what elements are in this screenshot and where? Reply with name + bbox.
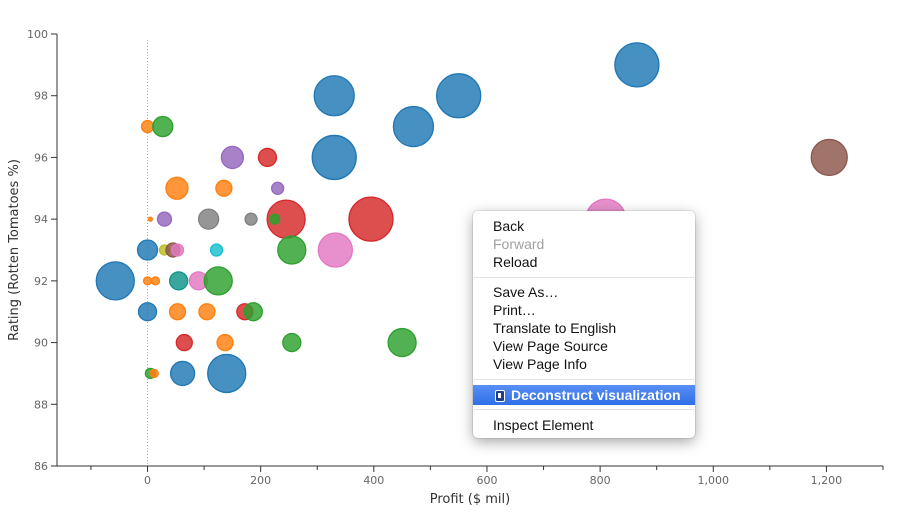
bubble-point[interactable] — [810, 138, 848, 177]
x-tick-label: 0 — [144, 474, 151, 487]
bubble-point[interactable] — [317, 232, 354, 268]
y-tick-label: 98 — [34, 90, 48, 103]
bubble-point[interactable] — [165, 176, 189, 200]
bubble-point[interactable] — [169, 360, 196, 387]
bubble-point[interactable] — [168, 303, 187, 321]
bubble-point[interactable] — [140, 119, 155, 134]
bubble-point[interactable] — [387, 327, 417, 358]
bubble-point[interactable] — [156, 211, 173, 227]
y-tick-label: 100 — [27, 28, 48, 41]
menu-item-back[interactable]: Back — [473, 217, 695, 235]
bubble-point[interactable] — [152, 115, 174, 138]
bubble-point[interactable] — [170, 243, 185, 257]
axes: 86 88 90 92 94 96 98 100 0 200 400 600 800 1,000 1,200 — [27, 28, 884, 487]
menu-item-label: Print… — [493, 302, 536, 318]
bubble-point[interactable] — [215, 179, 233, 197]
context-menu: Back Forward Reload Save As… Print… Tran… — [473, 211, 695, 438]
x-tick-label: 1,200 — [811, 474, 843, 487]
bubble-point[interactable] — [216, 333, 234, 352]
menu-item-label: Inspect Element — [493, 417, 594, 433]
bubble-point[interactable] — [175, 333, 193, 352]
bubble-point[interactable] — [436, 73, 482, 119]
bubble-point[interactable] — [136, 239, 159, 261]
extension-icon — [495, 390, 505, 402]
y-tick-label: 86 — [34, 460, 48, 473]
bubble-point[interactable] — [269, 213, 281, 225]
menu-item-label: Back — [493, 218, 525, 234]
menu-item-print[interactable]: Print… — [473, 301, 695, 319]
menu-item-view-page-info[interactable]: View Page Info — [473, 355, 695, 373]
bubble-point[interactable] — [137, 302, 158, 322]
menu-item-label: Reload — [493, 254, 538, 270]
menu-item-label: Deconstruct visualization — [511, 387, 681, 403]
bubble-point[interactable] — [95, 261, 135, 301]
bubble-point[interactable] — [198, 303, 216, 321]
menu-item-reload[interactable]: Reload — [473, 253, 695, 271]
y-tick-label: 88 — [34, 398, 48, 411]
bubble-point[interactable] — [282, 332, 302, 353]
bubble-point[interactable] — [149, 368, 159, 379]
menu-item-save-as[interactable]: Save As… — [473, 283, 695, 301]
x-tick-label: 600 — [476, 474, 497, 487]
bubble-point[interactable] — [311, 134, 357, 181]
y-tick-label: 90 — [34, 337, 48, 350]
y-tick-label: 92 — [34, 275, 48, 288]
bubble-point[interactable] — [207, 353, 247, 394]
bubble-point[interactable] — [244, 212, 258, 226]
menu-item-forward: Forward — [473, 235, 695, 253]
bubble-point[interactable] — [150, 276, 161, 286]
x-axis-title: Profit ($ mil) — [430, 492, 510, 507]
x-tick-label: 800 — [590, 474, 611, 487]
bubble-point[interactable] — [220, 145, 245, 170]
menu-item-view-page-source[interactable]: View Page Source — [473, 337, 695, 355]
bubble-point[interactable] — [277, 235, 307, 265]
menu-item-label: View Page Source — [493, 338, 608, 354]
bubble-point[interactable] — [243, 302, 263, 322]
x-tick-label: 1,000 — [698, 474, 730, 487]
x-tick-label: 200 — [250, 474, 271, 487]
menu-item-label: Translate to English — [493, 320, 617, 336]
menu-item-translate[interactable]: Translate to English — [473, 319, 695, 337]
menu-item-label: View Page Info — [493, 356, 587, 372]
x-tick-label: 400 — [363, 474, 384, 487]
bubble-point[interactable] — [270, 181, 285, 195]
menu-item-label: Forward — [493, 236, 545, 252]
menu-item-deconstruct-visualization[interactable]: Deconstruct visualization — [473, 385, 695, 405]
bubble-point[interactable] — [209, 243, 224, 257]
bubble-point[interactable] — [313, 75, 355, 117]
bubble-point[interactable] — [348, 196, 394, 242]
menu-separator — [474, 409, 694, 410]
bubble-point[interactable] — [168, 271, 189, 291]
y-tick-label: 94 — [34, 213, 48, 226]
bubble-point[interactable] — [392, 105, 435, 148]
y-tick-label: 96 — [34, 151, 48, 164]
menu-item-label: Save As… — [493, 284, 559, 300]
bubble-point[interactable] — [203, 266, 233, 296]
y-axis-title: Rating (Rotten Tomatoes %) — [7, 159, 22, 341]
menu-separator — [474, 277, 694, 278]
bubble-point[interactable] — [257, 147, 278, 168]
plot-area — [95, 40, 848, 466]
menu-separator — [474, 379, 694, 380]
bubble-point[interactable] — [142, 276, 153, 286]
bubble-point[interactable] — [147, 216, 153, 222]
menu-item-inspect-element[interactable]: Inspect Element — [473, 416, 695, 434]
bubble-point[interactable] — [614, 42, 660, 88]
bubble-point[interactable] — [197, 208, 220, 230]
